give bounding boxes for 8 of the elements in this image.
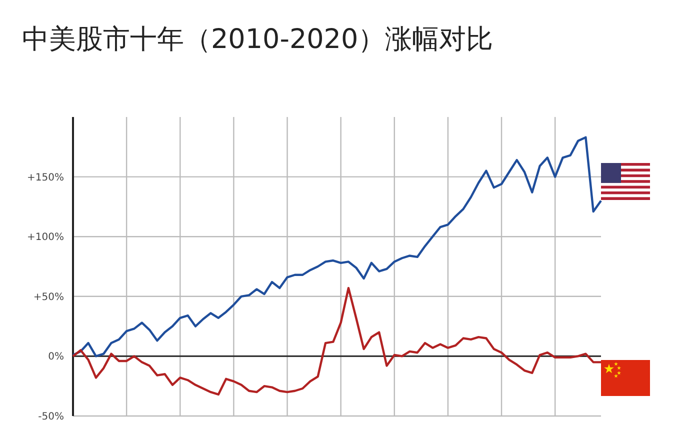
y-tick-label: +100% bbox=[27, 232, 64, 244]
y-tick-label: +150% bbox=[27, 172, 64, 184]
chart-title: 中美股市十年（2010-2020）涨幅对比 bbox=[22, 24, 494, 55]
line-series bbox=[72, 286, 602, 396]
line-series bbox=[72, 136, 602, 358]
y-tick-label: -50% bbox=[38, 412, 64, 422]
y-tick-label: 0% bbox=[48, 352, 64, 363]
y-tick-label: +50% bbox=[33, 292, 64, 303]
